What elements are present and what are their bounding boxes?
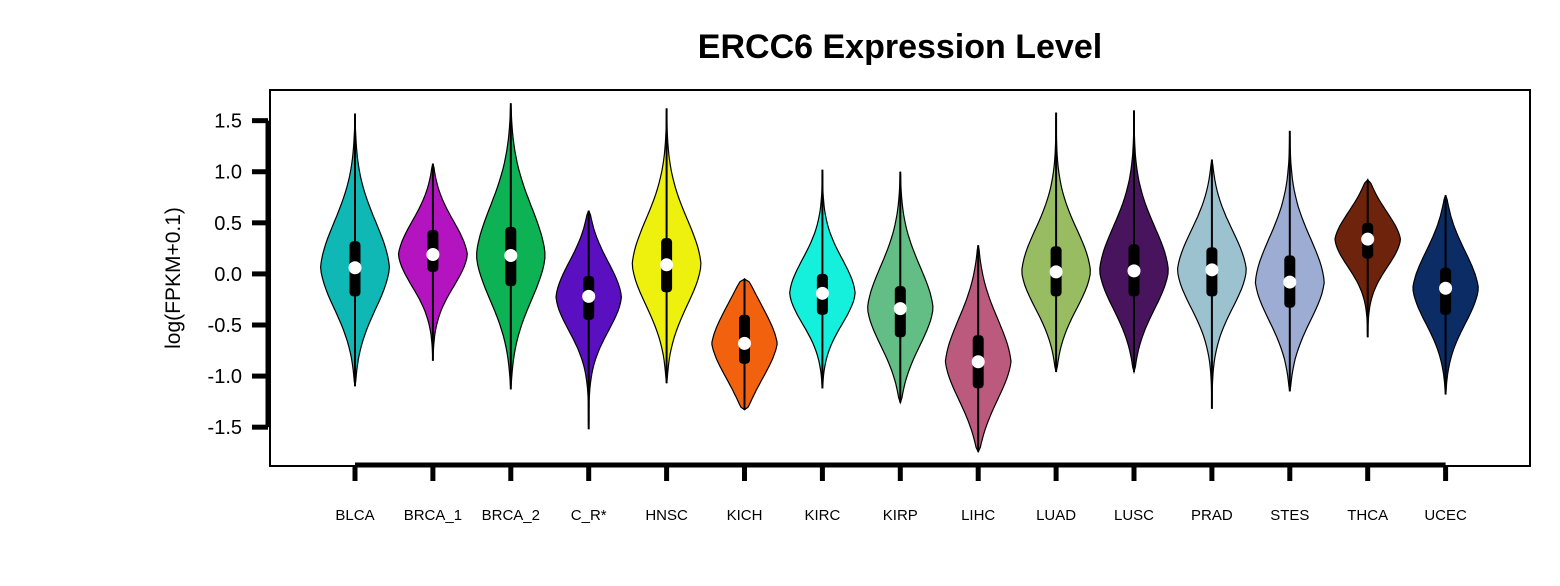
y-axis-label: log(FPKM+0.1) [162,207,185,349]
violin-median-point [815,286,829,300]
violin-median-point [1205,263,1219,277]
violin-C_R* [555,210,623,430]
violin-median-point [1127,264,1141,278]
x-tick-label: PRAD [1191,507,1233,524]
violin-LIHC [944,245,1012,454]
x-tick-label: UCEC [1424,507,1467,524]
x-tick-label: BRCA_2 [482,507,540,524]
x-tick-label: KICH [727,507,763,524]
x-tick-label: LUSC [1114,507,1154,524]
violin-BRCA_1 [397,163,468,361]
violin-UCEC [1412,194,1479,395]
violin-THCA [1334,178,1402,338]
x-tick-label: LIHC [961,507,995,524]
violin-median-point [348,261,362,275]
violin-KIRC [789,169,856,389]
y-tick-label: -0.5 [208,315,242,337]
violin-median-point [738,336,751,350]
x-tick-label: HNSC [645,507,688,524]
violin-KIRP [867,171,934,405]
violin-median-point [1439,281,1453,295]
violin-median-point [426,248,440,261]
x-tick-label: STES [1270,507,1309,524]
violin-median-point [893,302,907,316]
x-tick-label: C_R* [571,507,607,524]
violin-median-point [1049,265,1063,279]
violin-median-point [660,258,674,272]
violin-BRCA_2 [476,103,546,390]
x-tick-label: KIRP [883,507,918,524]
x-tick-label: BLCA [335,507,374,524]
violin-median-point [582,289,596,303]
violins [319,103,1479,454]
y-axis: 1.5 1.0 0.5 0.0 -0.5 -1.0 -1.5 [208,111,271,439]
violin-median-point [971,355,985,369]
violin-median-point [1361,232,1375,246]
y-tick-label: 0.5 [214,213,242,235]
x-tick-label: THCA [1347,507,1388,524]
violin-PRAD [1176,159,1247,409]
y-tick-label: 1.5 [214,111,242,133]
violin-LUAD [1021,112,1091,373]
y-tick-label: 1.0 [214,162,242,184]
y-tick-label: -1.5 [208,417,242,439]
violin-median-point [1283,275,1297,289]
violin-LUSC [1099,110,1169,375]
x-tick-label: BRCA_1 [404,507,462,524]
x-tick-label: LUAD [1036,507,1076,524]
violin-KICH [711,277,778,411]
violin-STES [1254,130,1325,392]
y-tick-label: -1.0 [208,366,242,388]
x-tick-label: KIRC [804,507,840,524]
violin-BLCA [319,113,391,387]
x-axis: BLCA BRCA_1 BRCA_2 C_R* HNSC KICH KIRC KIRP LIHC… [335,462,1467,524]
violin-HNSC [631,108,702,384]
violin-median-point [504,249,518,263]
y-tick-label: 0.0 [214,264,242,286]
chart-title: ERCC6 Expression Level [698,28,1102,66]
